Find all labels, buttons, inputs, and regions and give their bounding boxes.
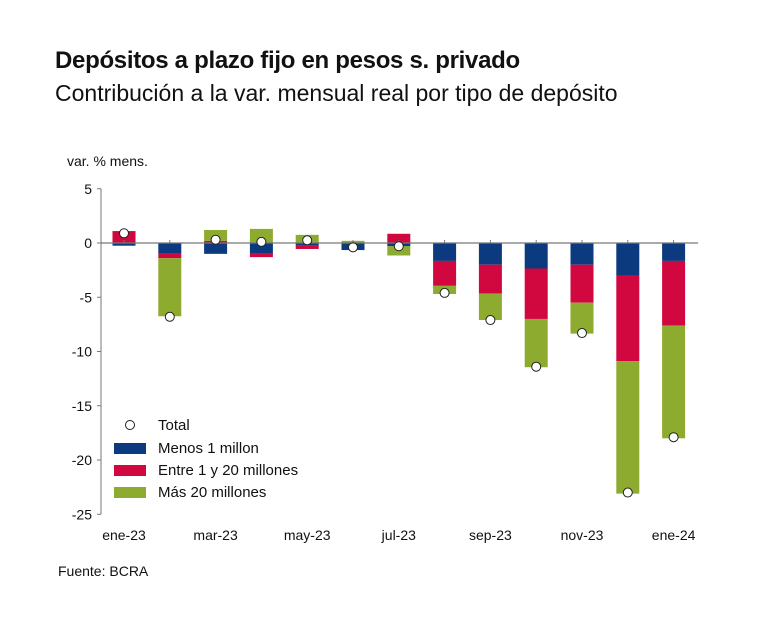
total-marker-ene-23	[119, 228, 129, 239]
total-marker-oct-23	[531, 361, 542, 372]
legend-label-total: Total	[158, 417, 190, 434]
total-marker-jun-23	[348, 242, 358, 253]
bar-segment-oct-23-s1	[524, 268, 548, 319]
bar-segment-ago-23-s0	[433, 243, 457, 261]
bar-segment-ago-23-s1	[433, 260, 457, 286]
y-tick-label: -10	[72, 344, 92, 360]
total-marker-dic-23	[622, 487, 633, 498]
x-tick-label: mar-23	[193, 527, 238, 543]
bar-segment-dic-23-s0	[616, 243, 640, 276]
total-marker-nov-23	[577, 328, 587, 339]
bar-segment-ene-23-s0	[112, 243, 136, 246]
bar-segment-abr-23-s1	[249, 253, 273, 258]
y-tick-label: 0	[84, 235, 92, 251]
legend-label-s2: Más 20 millones	[158, 484, 266, 501]
x-tick-label: jul-23	[381, 527, 416, 543]
legend-total-marker	[125, 420, 135, 430]
bar-segment-ene-24-s2	[662, 325, 686, 439]
chart-subtitle: Contribución a la var. mensual real por …	[55, 80, 618, 106]
x-tick-label: nov-23	[561, 527, 604, 543]
bar-segment-mar-23-s0	[204, 243, 228, 254]
x-tick-label: may-23	[284, 527, 331, 543]
bar-segment-jul-23-s1	[387, 233, 411, 243]
bar-segment-sep-23-s1	[478, 264, 502, 294]
total-marker-jul-23	[393, 241, 404, 252]
legend-swatch-s1	[114, 465, 146, 476]
total-marker-may-23	[302, 235, 313, 246]
x-tick-label: ene-24	[652, 527, 696, 543]
bar-segment-dic-23-s1	[616, 275, 640, 362]
bar-segment-ene-24-s0	[662, 243, 686, 261]
bar-segment-nov-23-s2	[570, 302, 594, 334]
legend-swatch-s0	[114, 443, 146, 454]
legend-label-s0: Menos 1 millon	[158, 440, 259, 457]
bar-segment-oct-23-s2	[524, 318, 548, 368]
legend-swatch-s2	[114, 487, 146, 498]
total-marker-ago-23	[439, 287, 450, 298]
legend-label-s1: Entre 1 y 20 millones	[158, 462, 298, 479]
bar-segment-oct-23-s0	[524, 243, 548, 269]
bar-segment-may-23-s1	[295, 245, 319, 249]
y-tick-label: -15	[72, 398, 92, 414]
bar-segment-sep-23-s0	[478, 243, 502, 265]
y-tick-label: -20	[72, 452, 92, 468]
chart-title: Depósitos a plazo fijo en pesos s. priva…	[55, 47, 520, 74]
total-marker-feb-23	[164, 311, 175, 322]
bar-segment-ene-24-s1	[662, 260, 686, 326]
y-tick-label: -5	[80, 289, 93, 305]
total-marker-sep-23	[485, 315, 496, 326]
x-tick-label: sep-23	[469, 527, 512, 543]
source-note: Fuente: BCRA	[58, 563, 149, 579]
bar-segment-nov-23-s0	[570, 243, 594, 265]
x-tick-label: ene-23	[102, 527, 146, 543]
bar-segment-nov-23-s1	[570, 264, 594, 303]
bar-segment-abr-23-s0	[249, 243, 273, 254]
total-marker-mar-23	[210, 234, 221, 245]
y-tick-label: 5	[84, 181, 92, 197]
bar-segment-feb-23-s1	[158, 253, 182, 259]
y-axis-label: var. % mens.	[67, 153, 148, 169]
bar-segment-dic-23-s2	[616, 361, 640, 494]
total-marker-abr-23	[256, 236, 267, 247]
y-tick-label: -25	[72, 506, 92, 522]
total-marker-ene-24	[668, 432, 679, 443]
bar-segment-feb-23-s0	[158, 243, 182, 254]
bar-segment-abr-23-s2	[249, 228, 273, 243]
bar-segment-feb-23-s2	[158, 258, 182, 317]
bar-segment-sep-23-s2	[478, 293, 502, 321]
